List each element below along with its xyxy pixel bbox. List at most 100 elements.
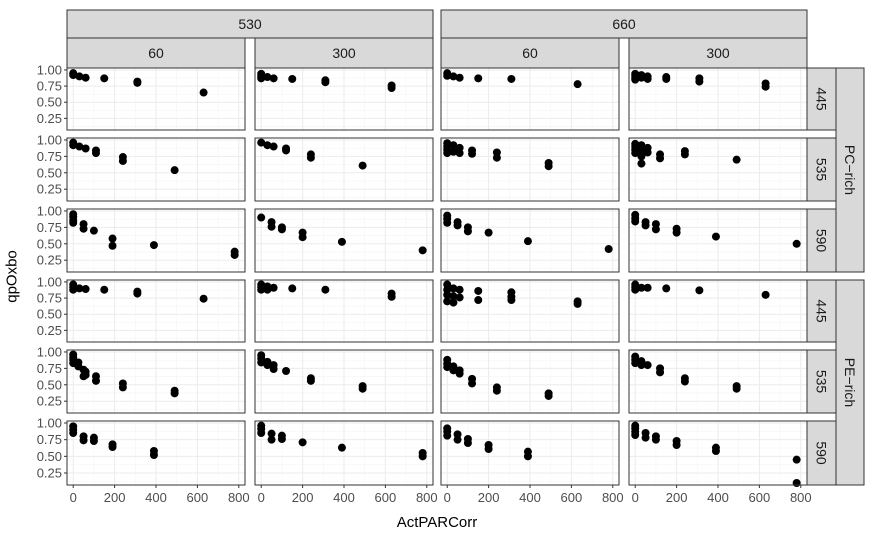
- top-strip-660: [440, 9, 808, 39]
- data-point: [443, 290, 452, 299]
- data-point: [637, 152, 646, 161]
- data-point: [449, 147, 458, 156]
- data-point: [492, 386, 501, 395]
- y-tick-label: 0.25: [37, 111, 62, 126]
- data-point: [507, 296, 516, 305]
- data-point: [792, 455, 801, 464]
- data-point: [449, 366, 458, 375]
- y-tick-label: 1.00: [37, 203, 62, 218]
- data-point: [643, 148, 652, 157]
- data-point: [637, 361, 646, 370]
- x-tick-label: 200: [292, 490, 314, 505]
- data-point: [199, 294, 208, 303]
- data-point: [282, 367, 291, 375]
- data-point: [680, 377, 689, 386]
- data-point: [108, 241, 117, 250]
- x-tick-label: 800: [602, 490, 624, 505]
- data-point: [641, 433, 650, 442]
- row-strip: [806, 279, 837, 343]
- data-point: [306, 153, 315, 162]
- data-point: [69, 285, 78, 294]
- data-point: [199, 88, 208, 97]
- data-point: [269, 283, 278, 292]
- x-tick-label: 0: [632, 490, 639, 505]
- data-point: [100, 285, 109, 294]
- col-strip-label: 60: [148, 45, 164, 61]
- data-point: [443, 431, 452, 440]
- data-point: [631, 75, 640, 84]
- group-strip: [835, 67, 865, 273]
- data-point: [263, 73, 272, 82]
- data-point: [298, 438, 307, 447]
- data-point: [118, 156, 127, 165]
- data-point: [641, 221, 650, 230]
- data-point: [631, 285, 640, 294]
- panel-border: [66, 349, 246, 414]
- data-point: [69, 141, 78, 150]
- col-strip: [628, 37, 808, 69]
- data-point: [269, 142, 278, 151]
- x-axis-title: ActPARCorr: [397, 514, 478, 531]
- x-tick-label: 800: [228, 490, 250, 505]
- top-strip-label: 660: [612, 16, 636, 32]
- top-strip-label: 530: [238, 16, 262, 32]
- data-point: [631, 217, 640, 226]
- data-point: [695, 77, 704, 86]
- y-tick-label: 1.00: [37, 132, 62, 147]
- data-point: [443, 71, 452, 80]
- y-tick-label: 0.25: [37, 323, 62, 338]
- data-point: [108, 234, 117, 243]
- y-tick-label: 0.75: [37, 149, 62, 164]
- data-point: [387, 292, 396, 301]
- y-tick-label: 1.00: [37, 416, 62, 431]
- panel-border: [440, 67, 620, 131]
- panel-border: [440, 349, 620, 414]
- group-strip: [835, 279, 865, 486]
- data-point: [118, 383, 127, 392]
- data-point: [695, 286, 704, 295]
- data-point: [321, 285, 330, 294]
- panel-border: [628, 137, 808, 202]
- x-tick-label: 400: [333, 490, 355, 505]
- data-point: [656, 368, 665, 377]
- row-strip-label: 590: [814, 229, 830, 253]
- data-point: [257, 358, 266, 367]
- y-tick-label: 1.00: [37, 344, 62, 359]
- y-axis-title: qpOxbo: [4, 250, 21, 303]
- data-point: [358, 161, 367, 170]
- col-strip: [254, 37, 434, 69]
- y-tick-label: 0.75: [37, 220, 62, 235]
- data-point: [643, 361, 652, 370]
- panel-border: [254, 279, 434, 343]
- col-strip: [66, 37, 246, 69]
- panel-border: [66, 279, 246, 343]
- x-tick-label: 200: [104, 490, 126, 505]
- data-point: [463, 439, 472, 447]
- data-point: [75, 284, 84, 293]
- x-tick-label: 600: [187, 490, 209, 505]
- data-point: [484, 228, 493, 237]
- data-point: [267, 429, 276, 438]
- data-point: [269, 365, 278, 374]
- data-point: [484, 445, 493, 453]
- row-strip-label: 590: [814, 441, 830, 465]
- data-point: [455, 293, 464, 302]
- data-point: [277, 435, 286, 443]
- y-tick-label: 0.50: [37, 377, 62, 392]
- data-point: [792, 239, 801, 248]
- data-point: [79, 436, 88, 445]
- data-point: [761, 82, 770, 91]
- y-tick-label: 1.00: [37, 62, 62, 77]
- data-point: [711, 447, 720, 455]
- group-strip-label: PC−rich: [842, 145, 858, 195]
- data-point: [257, 213, 266, 222]
- data-point: [474, 74, 483, 83]
- data-point: [507, 74, 516, 83]
- top-strip-530: [66, 9, 434, 39]
- row-strip-label: 445: [814, 299, 830, 323]
- x-tick-label: 0: [258, 490, 265, 505]
- data-point: [69, 71, 78, 80]
- data-point: [89, 226, 98, 235]
- data-point: [69, 218, 78, 227]
- data-point: [170, 389, 179, 398]
